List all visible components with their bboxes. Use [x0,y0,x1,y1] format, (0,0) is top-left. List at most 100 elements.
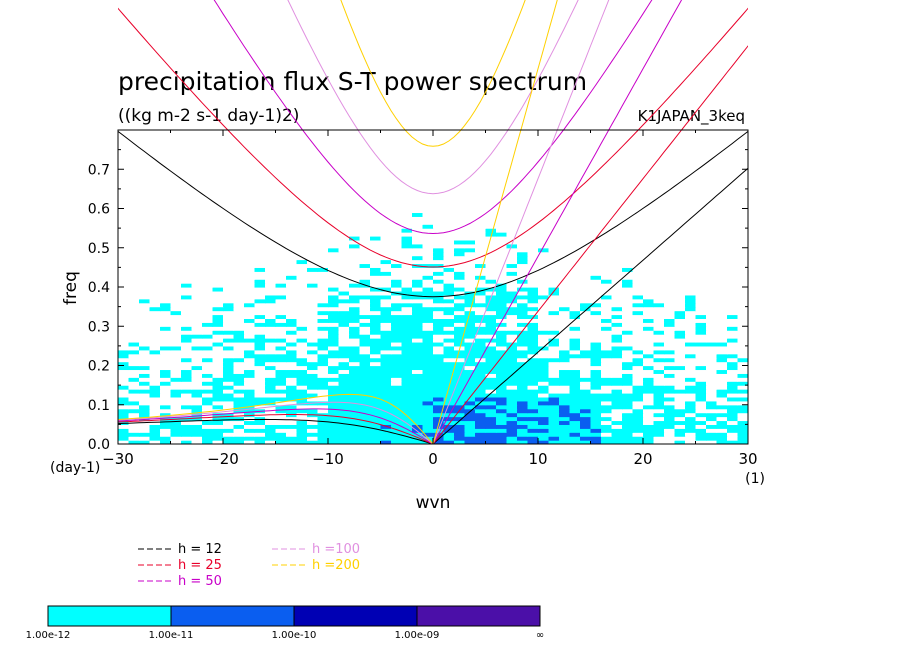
heatmap-cell [328,404,340,410]
heatmap-cell [181,188,193,194]
heatmap-cell [569,408,581,414]
heatmap-cell [601,353,613,359]
heatmap-cell [443,408,455,414]
heatmap-cell [496,212,508,217]
heatmap-cell [401,314,413,319]
heatmap-cell [233,153,245,159]
heatmap-cell [139,271,151,276]
heatmap-cell [254,263,266,268]
heatmap-cell [517,326,529,331]
heatmap-cell [317,361,329,367]
heatmap-cell [254,169,266,174]
heatmap-cell [128,314,140,319]
heatmap-cell [559,165,571,170]
heatmap-cell [401,338,413,343]
heatmap-cell [338,287,350,292]
heatmap-cell [286,212,298,217]
heatmap-cell [454,298,466,304]
heatmap-cell [695,298,707,304]
heatmap-cell [380,361,392,367]
heatmap-cell [601,385,613,390]
heatmap-cell [433,208,445,214]
heatmap-cell [370,259,382,265]
heatmap-cell [674,334,686,339]
heatmap-cell [139,184,151,190]
heatmap-cell [601,169,613,174]
heatmap-cell [653,322,665,327]
heatmap-cell [412,177,424,182]
heatmap-cell [118,420,130,425]
heatmap-cell [622,349,634,355]
heatmap-cell [569,389,581,394]
heatmap-cell [559,232,571,237]
heatmap-cell [517,428,529,433]
heatmap-cell [317,232,329,237]
heatmap-cell [527,200,539,206]
heatmap-cell [737,192,748,198]
heatmap-cell [538,279,550,284]
heatmap-cell [643,141,655,147]
heatmap-cell [548,255,560,261]
legend-label: h =100 [312,542,360,557]
heatmap-cell [401,216,413,221]
heatmap-cell [433,239,445,245]
heatmap-cell [601,145,613,151]
heatmap-cell [307,294,319,300]
heatmap-cell [433,361,445,367]
heatmap-cell [349,385,361,390]
y-tick-label: 0.3 [88,319,110,335]
heatmap-cell [632,208,644,214]
heatmap-cell [118,228,130,233]
heatmap-cell [128,381,140,386]
heatmap-cell [569,314,581,319]
heatmap-cell [643,251,655,257]
heatmap-cell [349,381,361,386]
heatmap-cell [349,302,361,308]
heatmap-cell [128,338,140,343]
heatmap-cell [716,204,728,210]
heatmap-cell [307,161,319,166]
heatmap-cell [212,334,224,339]
heatmap-cell [422,361,434,367]
heatmap-cell [359,228,371,233]
heatmap-cell [254,220,266,225]
heatmap-cell [338,181,350,186]
heatmap-cell [254,235,266,241]
heatmap-cell [569,381,581,386]
heatmap-cell [611,428,623,433]
heatmap-cell [149,440,161,444]
heatmap-cell [317,377,329,382]
heatmap-cell [212,271,224,276]
heatmap-cell [685,436,697,441]
heatmap-cell [496,145,508,151]
heatmap-cell [307,306,319,312]
heatmap-cell [286,279,298,284]
heatmap-cell [265,334,277,339]
heatmap-cell [496,188,508,194]
heatmap-cell [433,341,445,347]
heatmap-cell [233,404,245,410]
heatmap-cell [538,432,550,437]
heatmap-cell [475,192,487,198]
heatmap-cell [443,436,455,441]
heatmap-cell [317,298,329,304]
heatmap-cell [611,224,623,229]
heatmap-cell [349,345,361,351]
heatmap-cell [275,287,287,292]
heatmap-cell [338,424,350,429]
heatmap-cell [475,341,487,347]
heatmap-cell [401,404,413,410]
heatmap-cell [139,290,151,296]
heatmap-cell [422,161,434,166]
heatmap-cell [370,330,382,335]
heatmap-cell [223,130,235,135]
heatmap-cell [485,220,497,225]
heatmap-cell [727,239,739,245]
heatmap-cell [496,232,508,237]
heatmap-cell [559,365,571,371]
heatmap-cell [422,298,434,304]
heatmap-cell [737,149,748,155]
heatmap-cell [443,141,455,147]
heatmap-cell [559,416,571,422]
heatmap-cell [496,389,508,394]
